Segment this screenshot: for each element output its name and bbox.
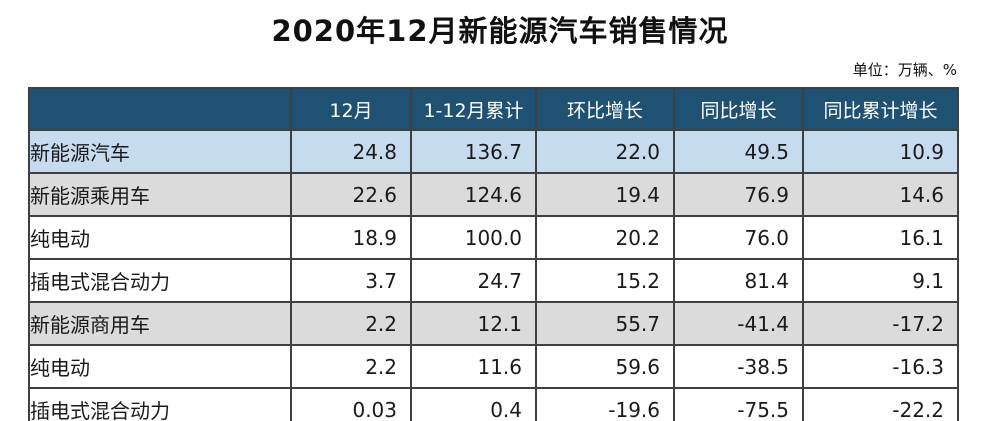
cell-value: -75.5	[673, 387, 804, 421]
column-header-yoy-growth: 同比增长	[673, 87, 804, 131]
row-label: 新能源商用车	[28, 301, 292, 346]
cell-value: -17.2	[802, 301, 959, 346]
cell-value: 124.6	[410, 172, 537, 217]
column-header-mom-growth: 环比增长	[535, 87, 675, 131]
row-label: 新能源汽车	[28, 129, 292, 174]
table-header-row: 12月 1-12月累计 环比增长 同比增长 同比累计增长	[28, 87, 959, 131]
row-label: 纯电动	[28, 344, 292, 389]
cell-value: 59.6	[535, 344, 675, 389]
row-label: 纯电动	[28, 215, 292, 260]
cell-value: -41.4	[673, 301, 804, 346]
row-label: 插电式混合动力	[28, 258, 292, 303]
column-header-jan-dec-cumulative: 1-12月累计	[410, 87, 537, 131]
cell-value: 10.9	[802, 129, 959, 174]
cell-value: 22.0	[535, 129, 675, 174]
table-row-passenger-phev: 插电式混合动力 3.7 24.7 15.2 81.4 9.1	[28, 258, 959, 303]
table-row-nev-commercial: 新能源商用车 2.2 12.1 55.7 -41.4 -17.2	[28, 301, 959, 346]
cell-value: 136.7	[410, 129, 537, 174]
cell-value: 24.7	[410, 258, 537, 303]
column-header-yoy-cumulative-growth: 同比累计增长	[802, 87, 959, 131]
row-label: 插电式混合动力	[28, 387, 292, 421]
cell-value: -16.3	[802, 344, 959, 389]
cell-value: 20.2	[535, 215, 675, 260]
cell-value: 55.7	[535, 301, 675, 346]
cell-value: 16.1	[802, 215, 959, 260]
row-label: 新能源乘用车	[28, 172, 292, 217]
cell-value: 15.2	[535, 258, 675, 303]
cell-value: 11.6	[410, 344, 537, 389]
cell-value: 81.4	[673, 258, 804, 303]
table-row-passenger-bev: 纯电动 18.9 100.0 20.2 76.0 16.1	[28, 215, 959, 260]
column-header-blank	[28, 87, 292, 131]
cell-value: 22.6	[290, 172, 412, 217]
cell-value: 0.03	[290, 387, 412, 421]
page-title: 2020年12月新能源汽车销售情况	[271, 14, 729, 48]
cell-value: 2.2	[290, 301, 412, 346]
table-row-commercial-bev: 纯电动 2.2 11.6 59.6 -38.5 -16.3	[28, 344, 959, 389]
cell-value: 76.9	[673, 172, 804, 217]
cell-value: -19.6	[535, 387, 675, 421]
cell-value: 9.1	[802, 258, 959, 303]
cell-value: 14.6	[802, 172, 959, 217]
cell-value: 2.2	[290, 344, 412, 389]
cell-value: 100.0	[410, 215, 537, 260]
cell-value: 0.4	[410, 387, 537, 421]
cell-value: 12.1	[410, 301, 537, 346]
cell-value: 24.8	[290, 129, 412, 174]
cell-value: -22.2	[802, 387, 959, 421]
cell-value: -38.5	[673, 344, 804, 389]
column-header-december: 12月	[290, 87, 412, 131]
cell-value: 49.5	[673, 129, 804, 174]
unit-label: 单位：万辆、%	[852, 61, 957, 79]
cell-value: 3.7	[290, 258, 412, 303]
cell-value: 18.9	[290, 215, 412, 260]
table-row-commercial-phev: 插电式混合动力 0.03 0.4 -19.6 -75.5 -22.2	[28, 387, 959, 421]
cell-value: 19.4	[535, 172, 675, 217]
nev-sales-table: 12月 1-12月累计 环比增长 同比增长 同比累计增长 新能源汽车 24.8 …	[28, 87, 959, 421]
table-row-nev-passenger: 新能源乘用车 22.6 124.6 19.4 76.9 14.6	[28, 172, 959, 217]
table-row-nev-total: 新能源汽车 24.8 136.7 22.0 49.5 10.9	[28, 129, 959, 174]
cell-value: 76.0	[673, 215, 804, 260]
